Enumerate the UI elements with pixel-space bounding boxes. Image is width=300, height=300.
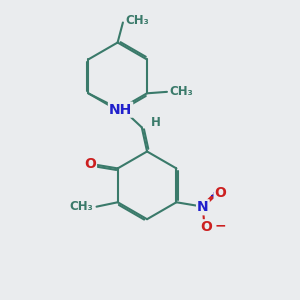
Text: O: O (200, 220, 212, 234)
Text: H: H (151, 116, 161, 129)
Text: O: O (214, 186, 226, 200)
Text: NH: NH (109, 103, 132, 117)
Text: O: O (84, 157, 96, 171)
Text: −: − (214, 218, 226, 233)
Text: N: N (197, 200, 209, 214)
Text: +: + (210, 191, 218, 201)
Text: CH₃: CH₃ (69, 200, 93, 213)
Text: CH₃: CH₃ (169, 85, 193, 98)
Text: CH₃: CH₃ (125, 14, 149, 27)
